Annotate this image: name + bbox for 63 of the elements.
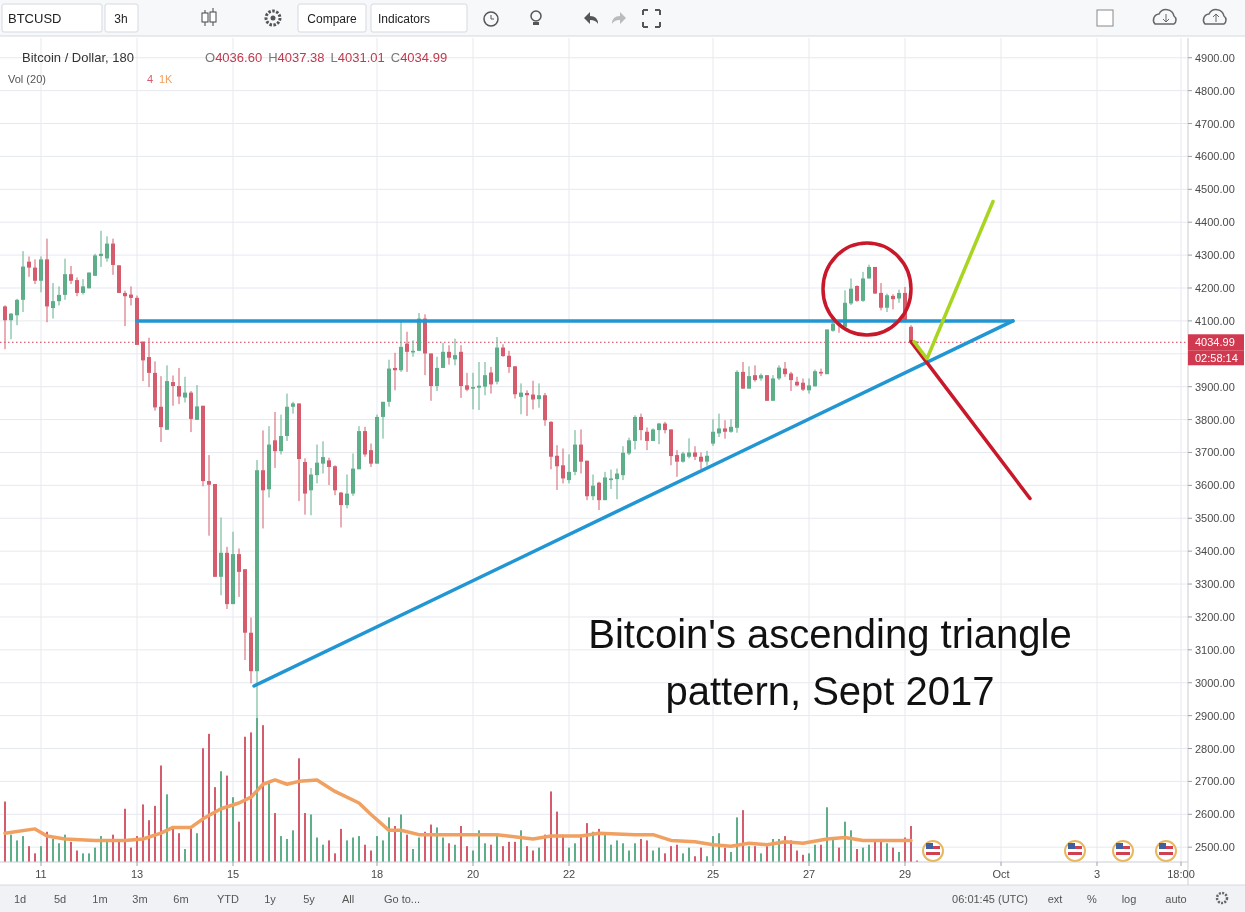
y-tick-label: 3700.00 <box>1195 446 1235 459</box>
x-tick-label: 13 <box>130 868 144 880</box>
y-tick-label: 4200.00 <box>1195 282 1235 294</box>
y-tick-label: 4400.00 <box>1195 216 1235 229</box>
x-tick-label: 3 <box>1093 868 1101 880</box>
y-tick-label: 4900.00 <box>1195 51 1235 64</box>
text: 5d <box>53 893 67 905</box>
text: 1m <box>92 893 108 905</box>
text: 1d <box>13 893 27 905</box>
y-tick-label: 3200.00 <box>1195 610 1235 623</box>
annotation: Bitcoin's ascending triangle pattern, Sept 2017 <box>588 612 1072 713</box>
text: Compare <box>307 12 357 26</box>
x-tick-label: 25 <box>706 868 720 880</box>
y-tick-label: 4100.00 <box>1195 314 1235 327</box>
text: ext <box>1047 893 1063 905</box>
y-tick-label: 2700.00 <box>1195 775 1235 788</box>
text: BTCUSD <box>8 11 62 26</box>
y-tick-label: 2600.00 <box>1195 808 1235 821</box>
y-tick-label: 4800.00 <box>1195 84 1235 97</box>
y-tick-label: 3300.00 <box>1195 578 1235 591</box>
y-tick-label: 4300.00 <box>1195 249 1235 262</box>
text: 5y <box>303 893 316 905</box>
x-tick-label: 11 <box>35 868 47 880</box>
y-tick-label: 3000.00 <box>1195 676 1235 689</box>
y-tick-label: 2800.00 <box>1195 742 1235 755</box>
y-tick-label: 4500.00 <box>1195 183 1235 196</box>
y-tick-label: 4600.00 <box>1195 150 1235 163</box>
text: All <box>341 893 355 905</box>
text: YTD <box>217 893 240 905</box>
y-tick-label: 3900.00 <box>1195 380 1235 393</box>
text: auto <box>1165 893 1187 905</box>
y-tick-label: 3800.00 <box>1195 413 1235 426</box>
text: 06:01:45 (UTC) <box>952 893 1028 905</box>
ref-line-label: 4034.99 <box>1195 336 1235 349</box>
text: 02:58:14 <box>1195 352 1238 365</box>
y-tick-label: 3100.00 <box>1195 643 1235 656</box>
text: 6m <box>173 893 189 905</box>
text: log <box>1121 893 1137 905</box>
x-tick-label: 18:00 <box>1167 868 1195 880</box>
x-tick-label: 20 <box>466 868 480 880</box>
annotation: 4 <box>147 73 154 85</box>
x-tick-label: Oct <box>992 868 1010 880</box>
y-tick-label: 2900.00 <box>1195 709 1235 722</box>
y-tick-label: 2500.00 <box>1195 841 1235 854</box>
text: O4036.60 H4037.38 L4031.01 C4034.99 <box>205 50 448 65</box>
text: % <box>1087 893 1098 905</box>
y-tick-label: 3400.00 <box>1195 545 1235 558</box>
x-tick-label: 22 <box>562 868 576 880</box>
y-tick-label: 3500.00 <box>1195 512 1235 525</box>
x-tick-label: 27 <box>802 868 816 880</box>
text: Bitcoin / Dollar, 180 <box>22 50 135 65</box>
text: 3m <box>132 893 148 905</box>
annotation: 1K <box>159 73 174 85</box>
text: 1y <box>264 893 277 905</box>
y-tick-label: 3600.00 <box>1195 479 1235 492</box>
y-tick-label: 4700.00 <box>1195 117 1235 130</box>
text: 3h <box>114 12 128 26</box>
x-tick-label: 18 <box>370 868 384 880</box>
x-tick-label: 29 <box>898 868 912 880</box>
text: Indicators <box>377 12 431 26</box>
chart-title: Vol (20) <box>8 73 46 85</box>
text: Go to... <box>383 893 421 905</box>
x-tick-label: 15 <box>226 868 240 880</box>
